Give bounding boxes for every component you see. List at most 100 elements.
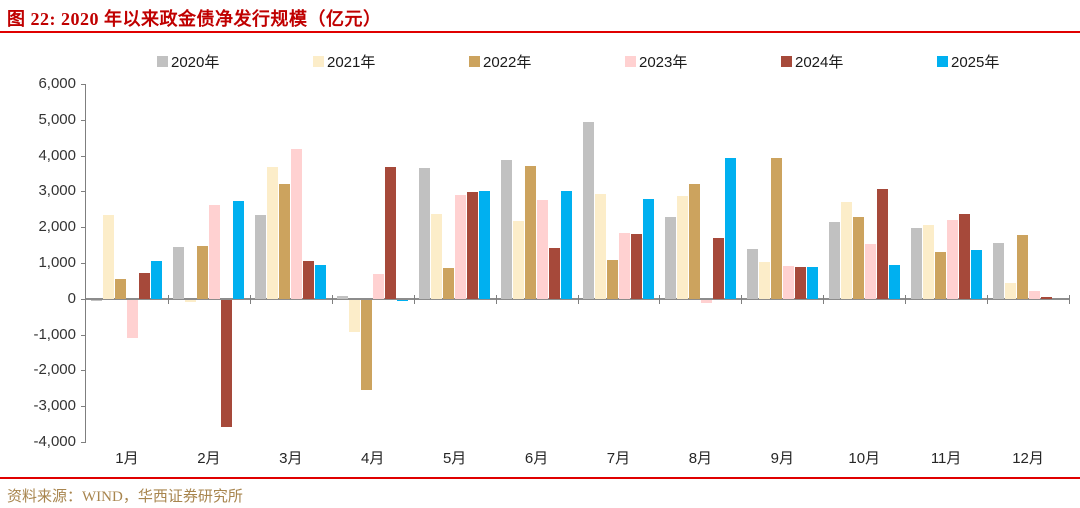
legend-label: 2021年 (327, 53, 376, 71)
x-axis-label-m10: 10月 (848, 450, 881, 467)
bar-2024-m10 (876, 188, 888, 299)
x-axis-label-m12: 12月 (1012, 450, 1044, 467)
x-axis-tick (1069, 294, 1070, 304)
bar-2025-m2 (233, 201, 245, 299)
plot-area (86, 84, 1070, 442)
bar-2025-m4 (397, 299, 409, 302)
legend-swatch-icon (469, 55, 480, 67)
x-axis-tick (495, 294, 497, 304)
bar-2021-m1 (103, 215, 115, 299)
y-axis-tick-label: 0 (67, 289, 76, 307)
y-axis-tick (81, 191, 86, 193)
top-divider (0, 31, 1080, 33)
bar-2023-m11 (946, 219, 958, 299)
figure-title: 图 22: 2020 年以来政金债净发行规模（亿元） (7, 9, 382, 29)
x-axis-label-m5: 5月 (442, 450, 467, 467)
y-axis-tick (81, 84, 86, 85)
legend-swatch-icon (157, 55, 168, 67)
legend-item-2021: 2021年 (313, 52, 469, 71)
bar-2024-m3 (303, 260, 315, 299)
legend-swatch-icon (313, 55, 324, 67)
bottom-divider (0, 477, 1080, 479)
bar-2025-m1 (151, 260, 163, 299)
legend-swatch-icon (937, 55, 948, 67)
bar-2020-m3 (255, 215, 267, 299)
x-axis-tick (659, 294, 661, 304)
x-axis-label-m11: 11月 (930, 450, 962, 467)
bar-2025-m8 (724, 158, 736, 299)
bar-2020-m8 (664, 217, 676, 299)
bar-2025-m5 (479, 191, 491, 299)
bar-2021-m5 (431, 213, 443, 299)
x-axis-tick (331, 294, 333, 304)
y-axis-tick-label: -2,000 (33, 361, 76, 379)
legend-item-2022: 2022年 (469, 52, 625, 71)
legend-label: 2025年 (951, 53, 1000, 71)
bar-2023-m2 (209, 204, 221, 299)
y-axis-tick (81, 406, 86, 408)
bar-2021-m11 (922, 225, 934, 299)
legend-label: 2023年 (639, 53, 688, 71)
x-axis-tick (167, 294, 169, 304)
x-axis-label-m1: 1月 (115, 450, 139, 467)
x-axis-tick (987, 294, 989, 304)
legend-swatch-icon (625, 55, 636, 67)
bar-2020-m6 (501, 159, 513, 299)
bar-2023-m4 (373, 273, 385, 299)
bar-2022-m9 (770, 158, 782, 299)
y-axis-tick (81, 370, 86, 372)
bar-2023-m8 (700, 299, 712, 304)
y-axis-tick-label: 3,000 (38, 182, 76, 200)
bar-2020-m1 (91, 299, 103, 302)
y-axis-tick-label: 1,000 (38, 254, 76, 271)
bar-2021-m7 (594, 193, 606, 299)
bar-2020-m2 (173, 247, 185, 299)
bar-2020-m7 (582, 121, 594, 299)
x-axis-label-m6: 6月 (524, 450, 549, 467)
y-axis-tick (81, 119, 86, 121)
bar-2025-m10 (888, 264, 900, 299)
y-axis-tick-label: -4,000 (33, 433, 76, 450)
legend-item-2024: 2024年 (781, 52, 937, 71)
bar-2024-m7 (630, 234, 642, 299)
y-axis-tick-label: 4,000 (38, 146, 76, 164)
bar-2023-m12 (1028, 290, 1040, 299)
x-axis-tick (905, 294, 907, 304)
y-axis-tick-label: -3,000 (33, 397, 76, 415)
y-axis-tick-label: 5,000 (38, 110, 76, 128)
y-axis-tick-label: 6,000 (38, 75, 76, 92)
bar-2021-m2 (185, 299, 197, 302)
legend-label: 2022年 (483, 53, 532, 71)
bar-2024-m5 (467, 192, 479, 299)
x-axis-tick (249, 294, 251, 304)
bar-2024-m11 (958, 213, 970, 299)
bar-2022-m5 (443, 268, 455, 299)
bar-2020-m12 (992, 242, 1004, 299)
legend-item-2023: 2023年 (625, 52, 781, 71)
x-axis-label-m4: 4月 (361, 450, 385, 467)
legend-label: 2024年 (795, 53, 844, 71)
bar-2023-m7 (618, 232, 630, 299)
bar-2021-m10 (840, 202, 852, 299)
bar-2024-m9 (794, 266, 806, 299)
bar-2022-m1 (115, 279, 127, 299)
bar-2022-m8 (688, 184, 700, 299)
bar-2022-m6 (525, 165, 537, 299)
bar-2020-m11 (910, 228, 922, 299)
bar-2025-m3 (315, 265, 327, 299)
x-axis-label-m9: 9月 (770, 450, 794, 467)
bar-2022-m11 (934, 252, 946, 299)
x-axis-label-m3: 3月 (279, 450, 303, 467)
bar-2023-m10 (864, 244, 876, 299)
bar-2022-m3 (279, 183, 291, 299)
legend-item-2025: 2025年 (937, 52, 1080, 71)
x-axis-tick (741, 294, 743, 304)
legend-swatch-icon (781, 55, 792, 67)
bar-2023-m3 (291, 149, 303, 299)
bar-2020-m10 (828, 222, 840, 299)
bar-2024-m4 (385, 167, 397, 299)
bar-2023-m1 (127, 299, 139, 338)
bar-2022-m7 (606, 259, 618, 299)
x-axis-tick (577, 294, 579, 304)
y-axis-tick (81, 155, 86, 157)
